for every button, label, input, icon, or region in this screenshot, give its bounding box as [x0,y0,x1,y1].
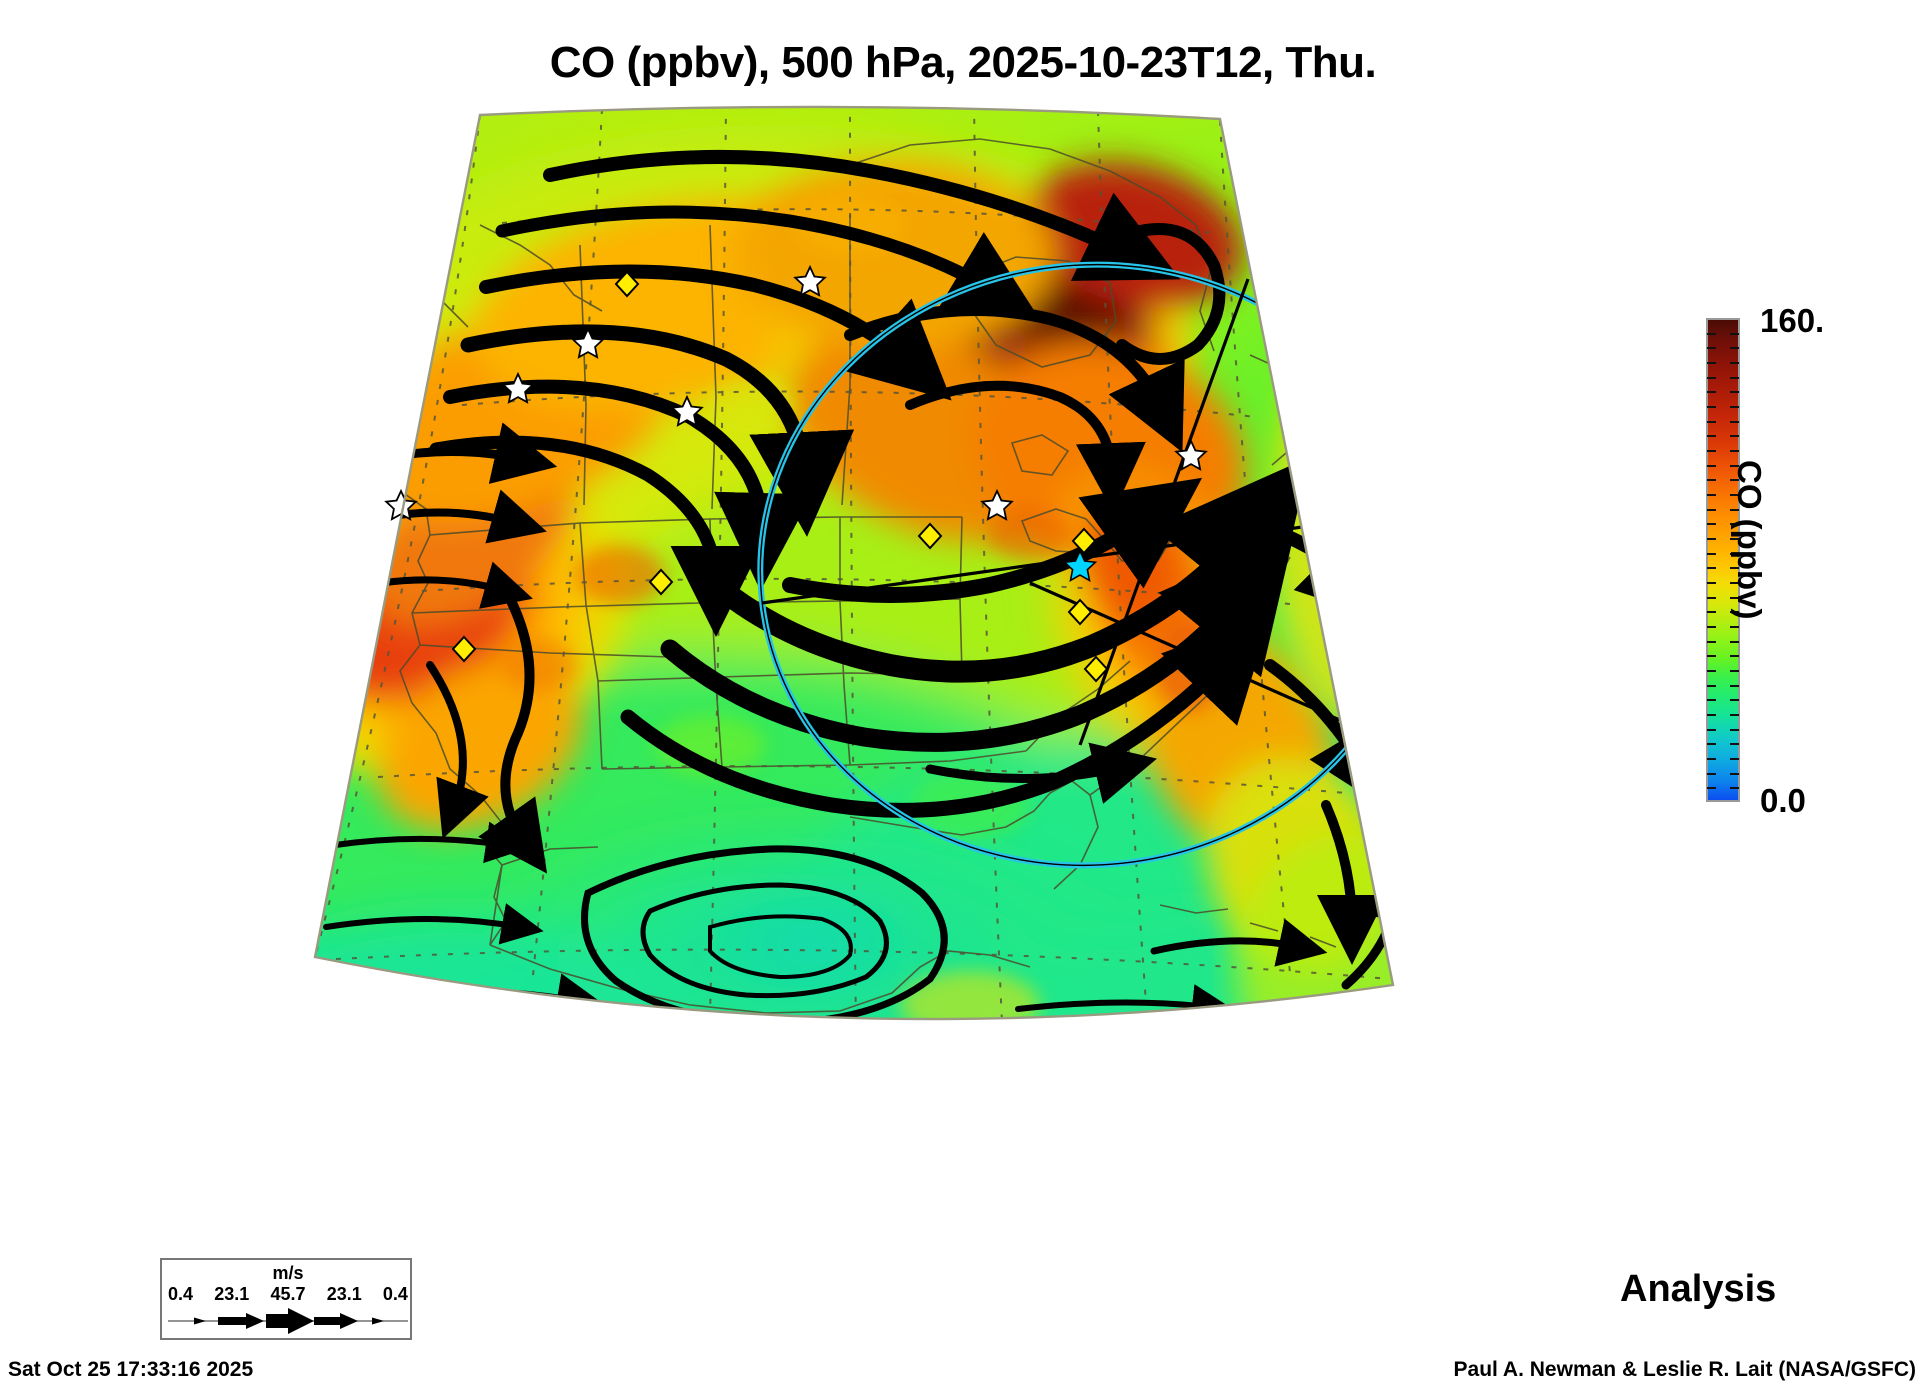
colorbar: 160. 0.0 CO (ppbv) [1706,302,1906,819]
colorbar-tick [1730,347,1739,350]
colorbar-tick [1730,714,1739,716]
colorbar-tick [1707,567,1716,570]
colorbar-tick [1707,655,1716,658]
wind-arrow-scale-icon [168,1308,408,1334]
colorbar-gradient [1706,318,1740,802]
colorbar-tick [1730,391,1739,394]
colorbar-tick [1707,508,1716,511]
colorbar-min-label: 0.0 [1760,782,1806,819]
colorbar-tick [1707,728,1716,731]
colorbar-tick [1707,758,1716,760]
colorbar-tick [1707,596,1716,599]
wind-value-1: 23.1 [214,1284,250,1304]
colorbar-tick [1707,464,1716,467]
wind-streamlines [315,149,1393,1020]
colorbar-tick [1707,552,1716,555]
colorbar-tick [1707,479,1716,482]
wind-speed-legend: m/s 0.4 23.1 45.7 23.1 0.4 [160,1258,412,1340]
colorbar-tick [1730,655,1739,658]
colorbar-tick [1707,376,1716,379]
colorbar-tick [1730,567,1739,570]
colorbar-tick [1730,332,1739,335]
station-markers [384,264,1208,683]
colorbar-tick [1730,684,1739,687]
colorbar-tick [1730,743,1739,746]
colorbar-tick [1730,787,1739,790]
colorbar-tick [1730,508,1739,511]
colorbar-tick [1730,626,1739,628]
map-border [313,105,1395,1021]
colorbar-tick [1730,435,1739,438]
colorbar-tick [1730,611,1739,614]
colorbar-tick [1730,479,1739,482]
colorbar-tick [1730,376,1739,379]
colorbar-tick [1707,714,1716,716]
colorbar-tick [1730,494,1739,496]
colorbar-tick [1730,699,1739,702]
colorbar-tick [1707,538,1716,540]
colorbar-axis-label: CO (ppbv) [1731,460,1768,620]
wind-scale-values: 0.4 23.1 45.7 23.1 0.4 [168,1284,408,1305]
analysis-label: Analysis [1620,1268,1777,1310]
colorbar-tick [1707,684,1716,687]
colorbar-tick [1730,582,1739,584]
colorbar-tick [1730,758,1739,760]
colorbar-tick [1707,699,1716,702]
colorbar-tick [1707,420,1716,423]
colorbar-tick [1730,538,1739,540]
co-field-map [313,105,1395,1021]
colorbar-tick [1707,772,1716,775]
colorbar-tick [1730,450,1739,452]
colorbar-tick [1707,787,1716,790]
colorbar-tick [1730,464,1739,467]
map-panel [150,105,1610,1115]
colorbar-max-label: 160. [1760,302,1825,339]
wind-units-label: m/s [272,1263,304,1283]
colorbar-tick [1707,435,1716,438]
colorbar-tick [1707,494,1716,496]
colorbar-ticks [1706,318,1740,802]
colorbar-tick [1707,743,1716,746]
generation-timestamp: Sat Oct 25 17:33:16 2025 [8,1358,254,1381]
colorbar-tick [1707,611,1716,614]
colorbar-tick [1730,406,1739,408]
colorbar-tick [1730,523,1739,526]
colorbar-tick [1730,362,1739,364]
wind-value-3: 23.1 [326,1284,362,1304]
colorbar-tick [1707,406,1716,408]
colorbar-tick [1730,420,1739,423]
wind-value-0: 0.4 [168,1284,194,1304]
colorbar-tick [1730,728,1739,731]
colorbar-tick [1707,582,1716,584]
colorbar-tick [1707,626,1716,628]
colorbar-tick [1730,640,1739,643]
colorbar-tick [1707,391,1716,394]
colorbar-tick [1730,596,1739,599]
colorbar-tick [1707,523,1716,526]
colorbar-tick [1707,450,1716,452]
target-circle-overlay [757,261,1393,869]
colorbar-tick [1707,332,1716,335]
colorbar-tick [1707,670,1716,672]
colorbar-tick [1730,772,1739,775]
wind-value-4: 0.4 [382,1284,408,1304]
page-title: CO (ppbv), 500 hPa, 2025-10-23T12, Thu. [549,38,1377,87]
colorbar-tick [1707,362,1716,364]
colorbar-tick [1707,640,1716,643]
colorbar-tick [1730,670,1739,672]
colorbar-tick [1707,347,1716,350]
wind-value-2: 45.7 [270,1284,306,1304]
author-credit: Paul A. Newman & Leslie R. Lait (NASA/GS… [1453,1358,1916,1381]
colorbar-tick [1730,552,1739,555]
